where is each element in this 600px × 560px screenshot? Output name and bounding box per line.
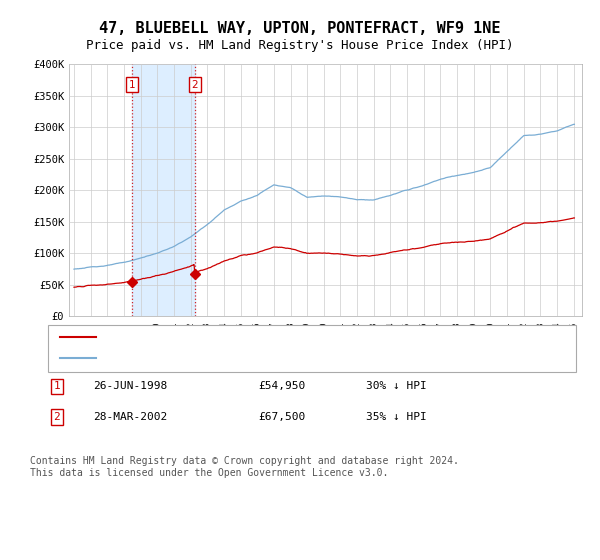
Text: 2: 2 [53, 412, 61, 422]
Text: 1: 1 [53, 381, 61, 391]
Text: 2: 2 [191, 80, 198, 90]
Text: 1: 1 [128, 80, 135, 90]
Text: 47, BLUEBELL WAY, UPTON, PONTEFRACT, WF9 1NE: 47, BLUEBELL WAY, UPTON, PONTEFRACT, WF9… [99, 21, 501, 36]
Bar [132, 64, 194, 316]
Text: 47, BLUEBELL WAY, UPTON, PONTEFRACT, WF9 1NE (detached house): 47, BLUEBELL WAY, UPTON, PONTEFRACT, WF9… [99, 332, 511, 342]
Text: £54,950: £54,950 [258, 381, 305, 391]
Text: 26-JUN-1998: 26-JUN-1998 [93, 381, 167, 391]
Text: Contains HM Land Registry data © Crown copyright and database right 2024.
This d: Contains HM Land Registry data © Crown c… [30, 456, 459, 478]
Text: Price paid vs. HM Land Registry's House Price Index (HPI): Price paid vs. HM Land Registry's House … [86, 39, 514, 52]
Text: 30% ↓ HPI: 30% ↓ HPI [366, 381, 427, 391]
Text: 35% ↓ HPI: 35% ↓ HPI [366, 412, 427, 422]
Text: 28-MAR-2002: 28-MAR-2002 [93, 412, 167, 422]
Text: £67,500: £67,500 [258, 412, 305, 422]
Text: HPI: Average price, detached house, Wakefield: HPI: Average price, detached house, Wake… [99, 353, 403, 363]
